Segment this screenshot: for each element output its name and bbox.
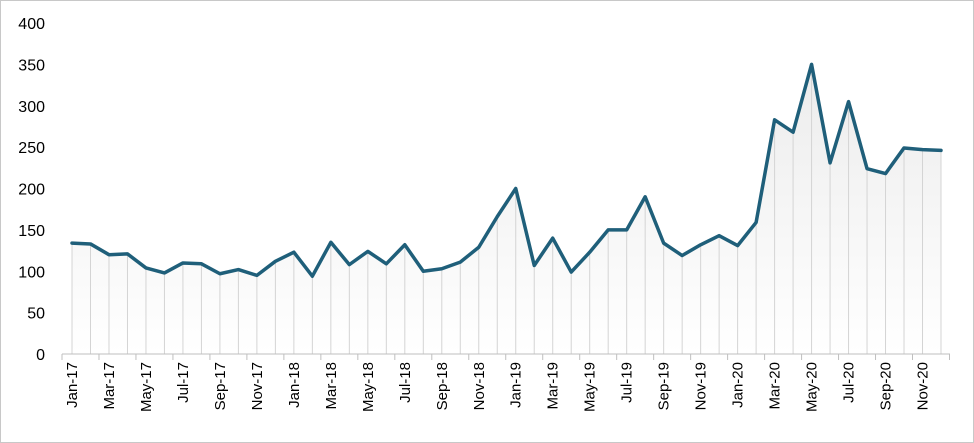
y-tick-label: 250: [18, 140, 45, 157]
x-tick-label: May-19: [582, 362, 599, 412]
x-tick-label: Mar-20: [767, 362, 784, 410]
x-tick-label: Nov-20: [915, 362, 932, 410]
x-tick-label: Sep-20: [878, 362, 895, 410]
drop-lines-layer: [71, 64, 942, 354]
x-tick-label: Jul-19: [619, 362, 636, 403]
x-tick-label: Jan-18: [286, 362, 303, 408]
x-tick-label: Sep-17: [212, 362, 229, 410]
series-line: [70, 62, 943, 278]
y-tick-label: 0: [36, 347, 45, 364]
y-tick-label: 300: [18, 99, 45, 116]
x-tick-label: Nov-19: [693, 362, 710, 410]
x-tick-label: Jul-17: [175, 362, 192, 403]
y-tick-label: 100: [18, 264, 45, 281]
y-tick-label: 150: [18, 223, 45, 240]
x-tick-label: Mar-19: [545, 362, 562, 410]
x-tick-label: Sep-19: [656, 362, 673, 410]
x-tick-label: Mar-17: [101, 362, 118, 410]
x-tick-label: May-17: [138, 362, 155, 412]
area-fill: [72, 64, 941, 354]
y-tick-label: 400: [18, 16, 45, 33]
series-line-layer: [70, 62, 943, 278]
y-tick-label: 200: [18, 182, 45, 199]
x-tick-label: Nov-18: [471, 362, 488, 410]
x-tick-label: Mar-18: [323, 362, 340, 410]
x-tick-label: Jul-20: [841, 362, 858, 403]
tick-labels-layer: 0 50 100 150 200 250 300 350 400 Jan-17 Mar-17 May-…: [18, 16, 931, 412]
x-tick-label: Sep-18: [434, 362, 451, 410]
x-tick-label: Jan-17: [64, 362, 81, 408]
area-fill-layer: [72, 64, 941, 354]
y-tick-label: 50: [27, 306, 45, 323]
y-tick-label: 350: [18, 57, 45, 74]
x-tick-label: Jan-19: [508, 362, 525, 408]
x-tick-label: May-18: [360, 362, 377, 412]
axes-layer: [61, 353, 950, 360]
x-tick-label: Nov-17: [249, 362, 266, 410]
x-tick-label: Jul-18: [397, 362, 414, 403]
x-tick-label: Jan-20: [730, 362, 747, 408]
x-tick-label: May-20: [804, 362, 821, 412]
